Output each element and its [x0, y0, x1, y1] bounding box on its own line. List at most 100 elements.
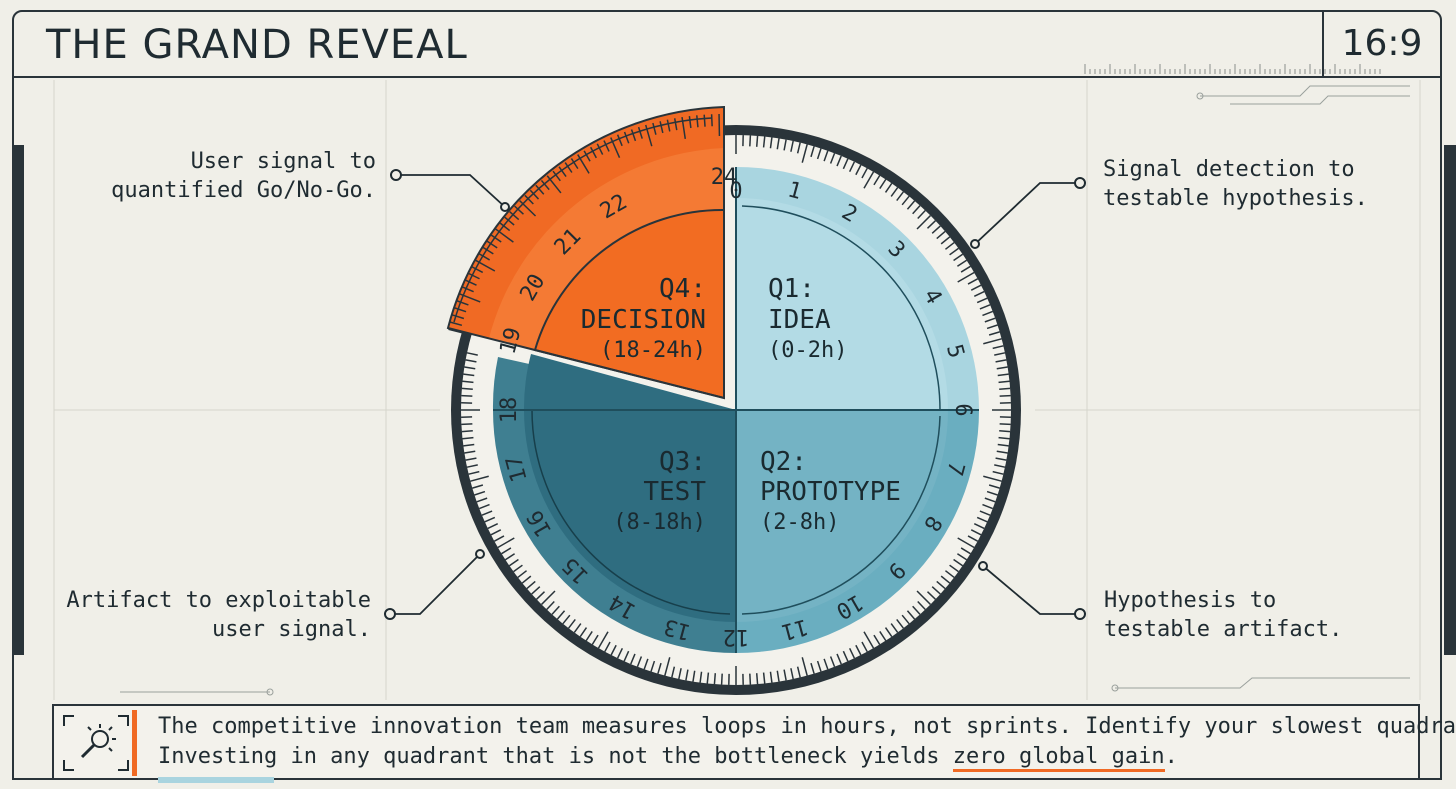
- dial-tick: [957, 553, 968, 561]
- q4-tick: [703, 114, 706, 127]
- dial-tick: [848, 647, 856, 659]
- dial-tick: [478, 503, 490, 510]
- dial-tick: [551, 605, 560, 615]
- q2-sector: [736, 410, 948, 622]
- dial-tick: [461, 394, 473, 397]
- dial-tick: [481, 510, 493, 516]
- dial-tick: [999, 423, 1011, 426]
- dial-tick: [861, 167, 868, 179]
- dial-tick: [906, 610, 916, 620]
- callout-bottom-right: Hypothesis to testable artifact.: [1104, 586, 1342, 644]
- dial-minor-ticks: [461, 135, 1011, 685]
- dial-tick: [461, 387, 473, 391]
- q4-tick: [603, 140, 610, 152]
- q4-tick: [673, 118, 678, 131]
- dial-tick: [810, 146, 815, 158]
- dial-tick: [998, 380, 1010, 384]
- dial-tick: [984, 497, 996, 503]
- q4-tick: [465, 279, 477, 286]
- dial-tick: [497, 537, 515, 549]
- dial-tick: [997, 443, 1009, 447]
- footer-callout-box: The competitive innovation team measures…: [52, 704, 1456, 783]
- dial-tick: [960, 547, 971, 555]
- dial-tick: [842, 158, 849, 170]
- dial-tick: [604, 641, 611, 653]
- dial-tick: [863, 631, 875, 649]
- dial-tick: [890, 187, 899, 197]
- dial-tick: [816, 660, 822, 672]
- dial-tick: [556, 610, 566, 620]
- dial-tick: [573, 623, 582, 633]
- dial-tick: [463, 373, 475, 377]
- page-title: THE GRAND REVEAL: [46, 22, 468, 68]
- dial-tick: [546, 600, 555, 610]
- dial-tick: [685, 669, 689, 681]
- dial-tick: [472, 484, 484, 489]
- dial-tick: [967, 278, 979, 285]
- q4-exploded-wedge: [446, 105, 725, 400]
- connector-bottom-right: [982, 565, 1080, 615]
- dial-tick: [926, 220, 936, 229]
- dial-tick: [762, 672, 766, 684]
- q4-tick: [688, 116, 692, 129]
- dial-tick: [461, 429, 473, 433]
- dial-tick: [823, 150, 829, 162]
- dial-tick: [464, 450, 476, 454]
- dial-tick: [484, 516, 496, 523]
- callout-top-left: User signal to quantified Go/No-Go.: [111, 147, 376, 205]
- q4-tick: [462, 286, 474, 293]
- q4-tick: [456, 300, 469, 306]
- dial-tick: [465, 359, 477, 363]
- callout-bottom-left-line2: user signal.: [212, 617, 371, 642]
- dial-tick: [949, 247, 959, 256]
- q4-tick: [610, 137, 621, 159]
- dial-tick: [890, 623, 899, 633]
- dial-tick: [810, 662, 815, 674]
- dial-tick: [953, 253, 964, 262]
- dial-tick: [916, 215, 931, 230]
- q1-inner-arc: [741, 205, 941, 411]
- footer-highlight-zero-global-gain: zero global gain: [952, 744, 1165, 772]
- q4-tick: [570, 158, 579, 170]
- hour-label: 1: [785, 177, 804, 205]
- dial-tick: [944, 570, 955, 579]
- q4-tick: [535, 184, 545, 195]
- hour-label: 7: [941, 459, 969, 478]
- left-edge-bar: [14, 145, 24, 655]
- dial-tick: [986, 490, 998, 496]
- q4-tick: [644, 124, 653, 147]
- connector-top-right: [974, 182, 1080, 245]
- dial-tick: [461, 423, 473, 426]
- q1-range: (0-2h): [768, 338, 847, 363]
- dial-tick: [906, 200, 916, 210]
- dial-tick: [541, 590, 556, 605]
- q4-tick: [552, 170, 561, 182]
- dial-tick: [790, 140, 794, 152]
- q4-tick: [666, 119, 671, 132]
- dial-tick: [957, 271, 975, 283]
- dial-tick: [996, 450, 1008, 454]
- dial-tick: [591, 634, 599, 645]
- callout-bottom-right-line2: testable artifact.: [1104, 617, 1343, 642]
- q4-tick: [514, 205, 524, 215]
- dial-tick: [896, 191, 905, 202]
- dial-tick: [949, 564, 959, 573]
- q4-tick: [529, 189, 540, 200]
- lightbulb-icon: [60, 712, 132, 774]
- dial-tick: [643, 658, 649, 670]
- q4-tick: [630, 129, 637, 142]
- dial-tick: [873, 634, 881, 645]
- dial-tick: [863, 171, 875, 189]
- callout-top-left-line2: quantified Go/No-Go.: [111, 178, 376, 203]
- dial-tick: [829, 656, 836, 668]
- dial-tick: [769, 671, 773, 683]
- dial-tick: [796, 666, 801, 678]
- hour-label: 24: [711, 165, 738, 190]
- dial-tick: [901, 614, 910, 625]
- q4-tick: [710, 114, 713, 127]
- dial-tick: [997, 373, 1009, 377]
- hour-label: 18: [497, 397, 522, 424]
- dial-tick: [836, 653, 842, 665]
- dial-tick: [713, 673, 717, 685]
- hour-label: 12: [723, 624, 750, 649]
